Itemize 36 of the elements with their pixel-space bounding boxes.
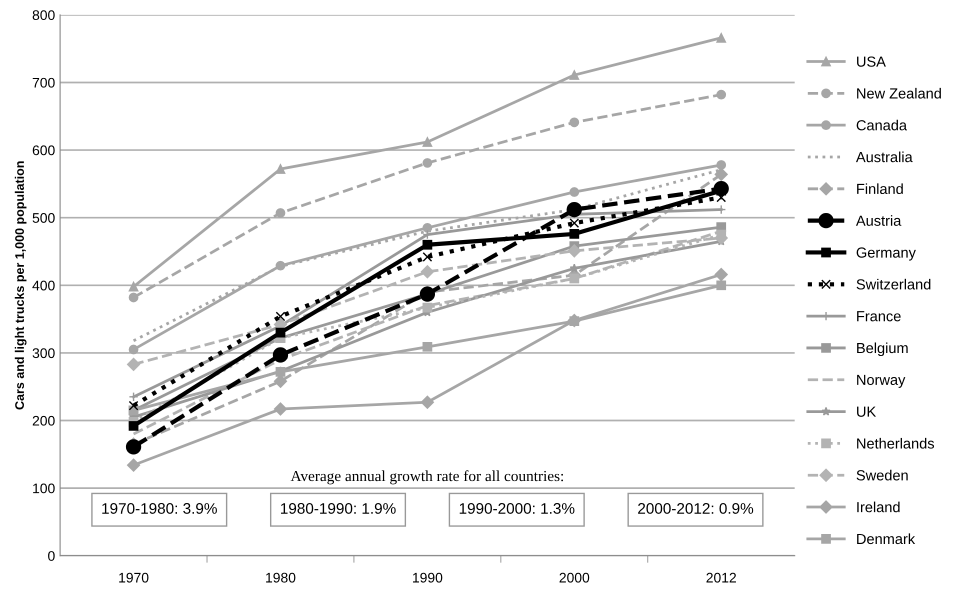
x-tick-label: 2000 — [560, 572, 590, 583]
y-axis-title: Cars and light trucks per 1,000 population — [14, 161, 27, 410]
annotation: 2000-2012: 0.9% — [638, 503, 754, 514]
legend-label: Canada — [856, 120, 908, 130]
y-tick-label: 300 — [32, 348, 55, 358]
annotation: 1990-2000: 1.3% — [460, 503, 574, 514]
x-tick-label: 1970 — [119, 572, 148, 583]
legend-label: Norway — [857, 374, 906, 388]
legend-label: UK — [857, 406, 876, 417]
x-tick-label: 2012 — [706, 572, 736, 583]
legend-label: Sweden — [856, 470, 908, 480]
legend-label: Germany — [856, 247, 916, 261]
legend-label: Australia — [856, 152, 913, 162]
legend-label: Switzerland — [856, 278, 930, 290]
legend-label: Ireland — [857, 502, 900, 512]
legend-label: New Zealand — [857, 88, 941, 99]
y-tick-label: 600 — [32, 145, 55, 156]
legend-label: France — [857, 311, 901, 322]
y-tick-label: 0 — [48, 551, 55, 561]
legend-label: USA — [857, 56, 886, 67]
annotation: 1970-1980: 3.9% — [102, 503, 217, 514]
y-tick-label: 200 — [32, 416, 55, 426]
y-tick-label: 700 — [32, 78, 55, 88]
legend-label: Belgium — [857, 342, 908, 356]
y-tick-label: 100 — [33, 483, 55, 494]
legend-label: Finland — [857, 183, 903, 194]
y-tick-label: 400 — [32, 280, 55, 290]
legend-label: Austria — [856, 215, 902, 226]
y-tick-label: 800 — [32, 10, 55, 20]
annotation: Average annual growth rate for all countries: — [290, 470, 564, 484]
x-tick-label: 1990 — [413, 572, 442, 583]
legend-label: Netherlands — [857, 438, 934, 449]
annotation: 1980-1990: 1.9% — [281, 503, 396, 514]
legend-label: Denmark — [857, 533, 916, 544]
x-tick-label: 1980 — [266, 572, 296, 583]
y-tick-label: 500 — [32, 213, 55, 223]
